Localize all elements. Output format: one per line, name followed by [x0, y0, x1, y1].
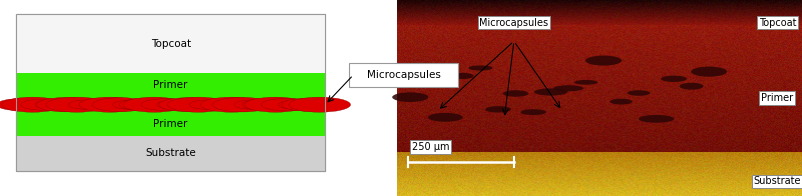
Ellipse shape — [573, 80, 597, 85]
Circle shape — [189, 100, 229, 110]
Ellipse shape — [638, 115, 673, 123]
Circle shape — [79, 97, 140, 112]
Circle shape — [35, 100, 74, 109]
Circle shape — [68, 100, 107, 109]
Ellipse shape — [452, 73, 473, 79]
Circle shape — [2, 97, 63, 112]
Ellipse shape — [502, 90, 528, 97]
Circle shape — [141, 99, 189, 111]
Ellipse shape — [468, 65, 492, 71]
Circle shape — [46, 97, 107, 112]
Ellipse shape — [427, 113, 462, 122]
Text: Topcoat: Topcoat — [151, 38, 190, 49]
Ellipse shape — [691, 67, 726, 77]
Ellipse shape — [585, 56, 621, 66]
Ellipse shape — [610, 99, 632, 105]
Circle shape — [156, 100, 195, 109]
Circle shape — [123, 97, 184, 112]
Ellipse shape — [520, 109, 545, 115]
Circle shape — [167, 97, 229, 112]
Bar — [16, 113, 325, 136]
Bar — [16, 14, 325, 73]
Text: Topcoat: Topcoat — [758, 17, 795, 28]
Text: 250 μm: 250 μm — [411, 142, 449, 152]
Ellipse shape — [553, 85, 583, 91]
Ellipse shape — [415, 80, 439, 85]
Text: Microcapsules: Microcapsules — [367, 70, 439, 80]
Ellipse shape — [484, 106, 510, 113]
Text: Primer: Primer — [760, 93, 792, 103]
Circle shape — [21, 99, 67, 110]
Circle shape — [200, 97, 262, 112]
Ellipse shape — [660, 76, 686, 82]
Text: Primer: Primer — [153, 119, 188, 129]
Circle shape — [92, 98, 149, 112]
Circle shape — [112, 100, 151, 109]
Ellipse shape — [626, 90, 650, 96]
Circle shape — [289, 97, 350, 112]
Bar — [16, 73, 325, 97]
Text: Primer: Primer — [153, 80, 188, 90]
Circle shape — [282, 98, 335, 111]
Circle shape — [79, 100, 119, 109]
Bar — [16, 14, 325, 171]
Circle shape — [213, 97, 272, 112]
Bar — [16, 136, 325, 171]
Circle shape — [241, 99, 286, 110]
Bar — [16, 14, 325, 171]
Ellipse shape — [678, 83, 703, 90]
FancyBboxPatch shape — [349, 63, 457, 87]
Circle shape — [0, 99, 47, 111]
Circle shape — [278, 100, 317, 109]
Circle shape — [36, 97, 95, 112]
Circle shape — [159, 98, 215, 112]
Bar — [16, 97, 325, 113]
Circle shape — [234, 100, 273, 109]
Circle shape — [261, 98, 312, 111]
Ellipse shape — [533, 88, 567, 96]
Circle shape — [119, 99, 167, 111]
Circle shape — [245, 97, 306, 112]
Circle shape — [200, 100, 239, 109]
Ellipse shape — [391, 92, 427, 102]
Text: Microcapsules: Microcapsules — [479, 17, 548, 28]
Text: Substrate: Substrate — [145, 148, 196, 158]
Text: Substrate: Substrate — [752, 176, 800, 186]
